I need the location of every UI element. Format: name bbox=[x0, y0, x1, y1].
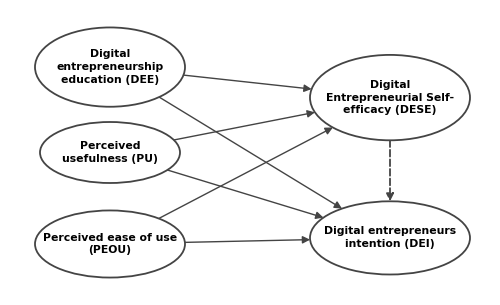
Text: Digital
Entrepreneurial Self-
efficacy (DESE): Digital Entrepreneurial Self- efficacy (… bbox=[326, 80, 454, 115]
Text: Digital entrepreneurs
intention (DEI): Digital entrepreneurs intention (DEI) bbox=[324, 227, 456, 249]
Text: Perceived
usefulness (PU): Perceived usefulness (PU) bbox=[62, 141, 158, 164]
Ellipse shape bbox=[310, 201, 470, 274]
Text: Perceived ease of use
(PEOU): Perceived ease of use (PEOU) bbox=[43, 233, 177, 255]
Ellipse shape bbox=[35, 210, 185, 278]
Ellipse shape bbox=[35, 27, 185, 107]
Ellipse shape bbox=[310, 55, 470, 140]
Text: Digital
entrepreneurship
education (DEE): Digital entrepreneurship education (DEE) bbox=[56, 49, 164, 85]
Ellipse shape bbox=[40, 122, 180, 183]
